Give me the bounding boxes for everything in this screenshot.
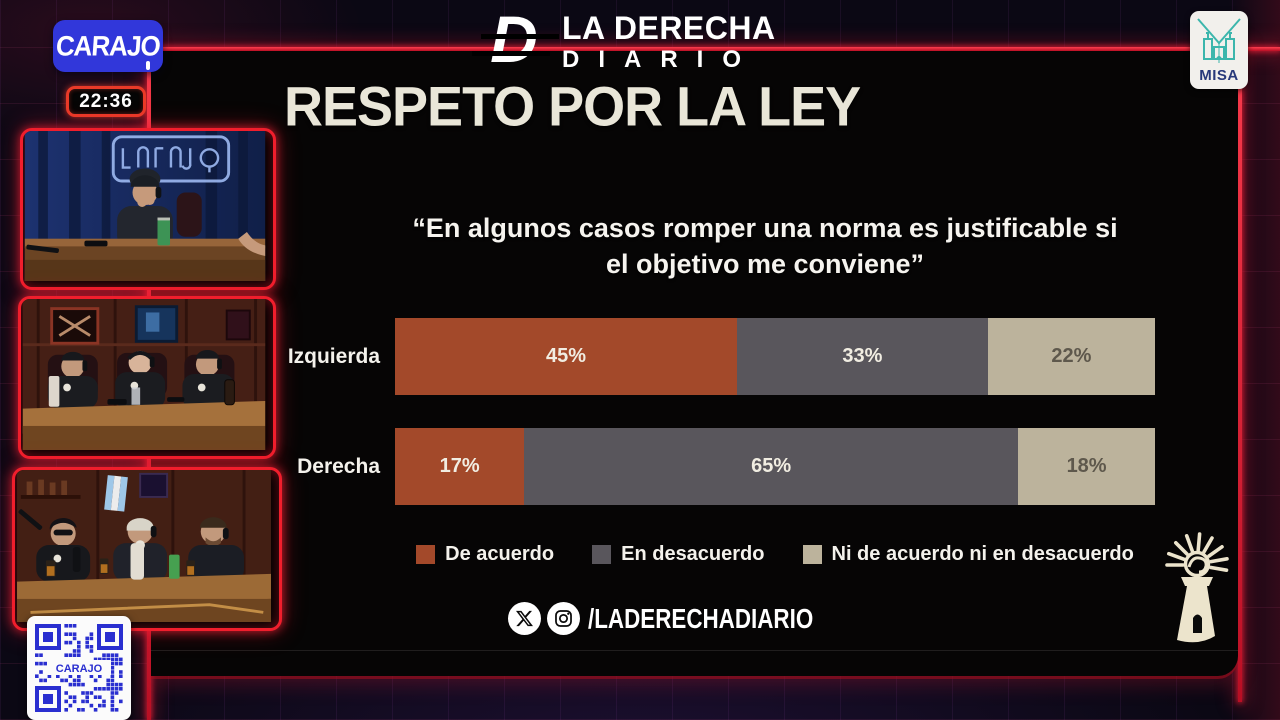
- social-media-bar: /LADERECHADIARIO: [508, 602, 870, 635]
- bar-segment: 22%: [987, 318, 1155, 395]
- legend-swatch: [802, 544, 822, 564]
- chart-legend: De acuerdo En desacuerdo Ni de acuerdo ni …: [395, 538, 1155, 570]
- bar-segment: 18%: [1018, 428, 1155, 505]
- misa-label: MISA: [1199, 67, 1239, 84]
- logo-line1: LA DERECHA: [562, 10, 776, 46]
- legend-item: Ni de acuerdo ni en desacuerdo: [802, 542, 1134, 566]
- carajo-logo-text: CARAJO: [54, 29, 162, 62]
- webcam-scene-2: [22, 299, 266, 450]
- timer-value: 22:36: [79, 90, 133, 112]
- misa-badge: MISA: [1190, 11, 1248, 89]
- instagram-icon: [547, 602, 580, 635]
- slide-title: RESPETO POR LA LEY: [284, 76, 861, 138]
- glitch-bar: [472, 51, 550, 56]
- webcam-feed-guests-2: [12, 467, 282, 631]
- qr-code-graphic: CARAJO: [35, 624, 123, 712]
- survey-question-quote: “En algunos casos romper una norma es ju…: [412, 213, 1118, 280]
- neon-line-top: [150, 47, 1280, 51]
- carajo-logo: CARAJO: [53, 20, 163, 72]
- legend-label: De acuerdo: [445, 542, 555, 565]
- glitch-bar: [481, 34, 559, 39]
- bar-segment: 17%: [395, 428, 525, 505]
- qr-code: CARAJO: [27, 616, 131, 720]
- bar-category-label: Izquierda: [287, 344, 380, 368]
- webcam-feed-host: [20, 128, 276, 290]
- logo-d-glitch: D: [472, 4, 559, 74]
- legend-item: En desacuerdo: [592, 542, 765, 566]
- qr-center-label: CARAJO: [56, 663, 103, 675]
- bar-segment: 45%: [395, 318, 737, 395]
- lighthouse-icon: [1156, 530, 1240, 659]
- legend-label: En desacuerdo: [621, 542, 765, 565]
- x-twitter-icon: [508, 602, 541, 635]
- legend-swatch: [416, 544, 436, 564]
- la-derecha-diario-logo: D LA DERECHA DIARIO: [472, 4, 776, 74]
- panel-divider-line: [151, 650, 1238, 651]
- stacked-bar: 17% 65% 18%: [395, 428, 1155, 505]
- stream-timer: 22:36: [66, 86, 146, 117]
- bar-category-label: Derecha: [297, 454, 380, 478]
- webcam-feed-guests-1: [18, 296, 276, 459]
- bar-segment: 65%: [524, 428, 1019, 505]
- chart-row: Izquierda 45% 33% 22%: [262, 318, 1155, 395]
- social-handle: /LADERECHADIARIO: [588, 602, 814, 634]
- chart-row: Derecha 17% 65% 18%: [262, 428, 1155, 505]
- stacked-bar: 45% 33% 22%: [395, 318, 1155, 395]
- neon-line-right: [1238, 47, 1242, 702]
- carajo-logo-tail: [146, 61, 150, 70]
- legend-item: De acuerdo: [416, 543, 554, 566]
- webcam-scene-3: [17, 470, 271, 622]
- legend-label: Ni de acuerdo ni en desacuerdo: [831, 542, 1134, 565]
- misa-church-icon: [1197, 18, 1241, 63]
- webcam-scene-1: [24, 131, 266, 281]
- legend-swatch: [592, 544, 612, 564]
- logo-line2: DIARIO: [562, 46, 760, 73]
- bar-segment: 33%: [737, 318, 988, 395]
